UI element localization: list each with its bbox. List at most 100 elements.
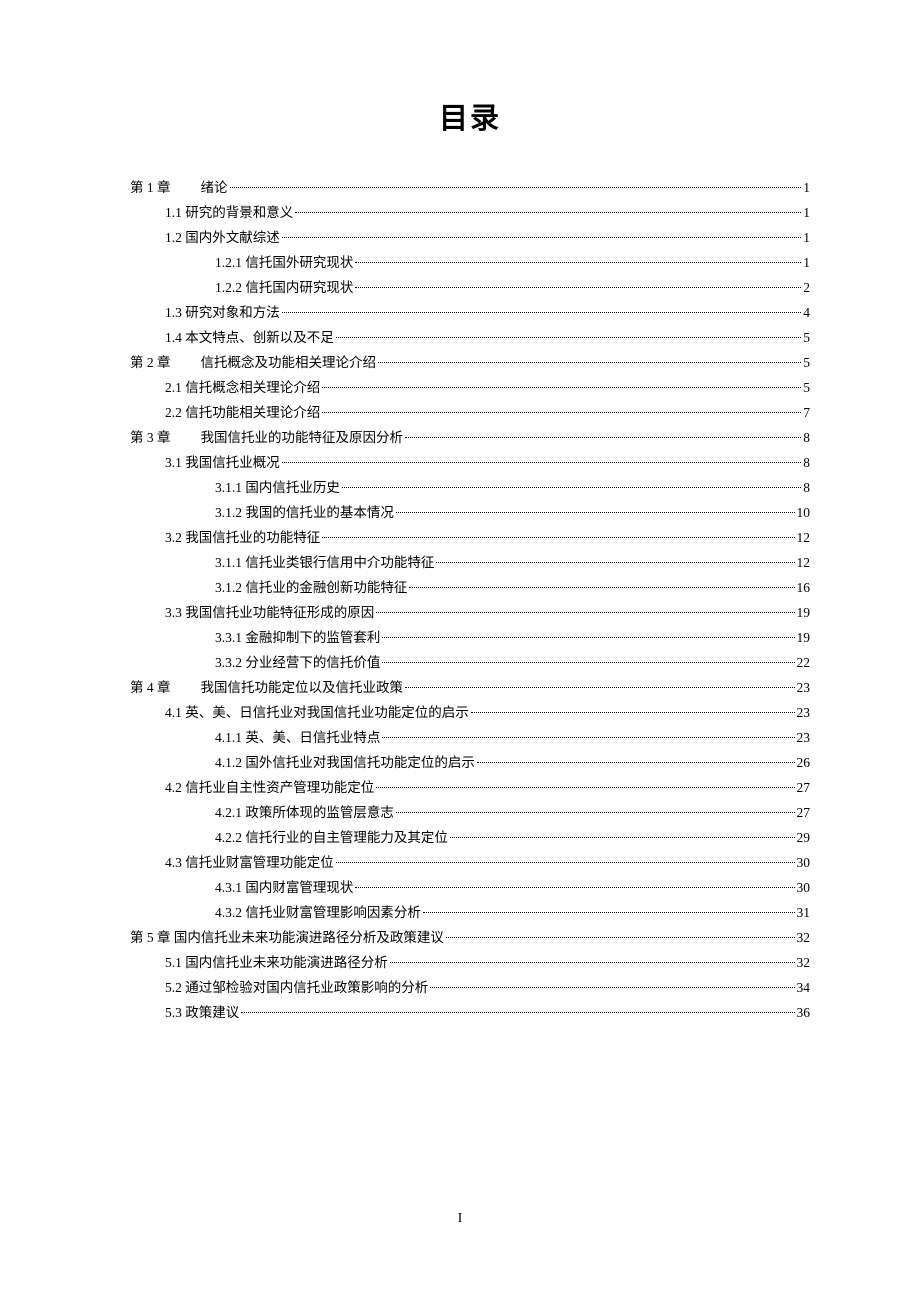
toc-entry-page: 23 — [797, 725, 811, 750]
toc-leader-dots — [390, 962, 795, 963]
toc-entry: 4.1.2 国外信托业对我国信托功能定位的启示26 — [130, 750, 810, 775]
toc-entry: 5.1 国内信托业未来功能演进路径分析32 — [130, 950, 810, 975]
toc-entry-label: 3.1.1 信托业类银行信用中介功能特征 — [215, 550, 434, 575]
toc-leader-dots — [322, 537, 794, 538]
toc-entry-label: 4.3.2 信托业财富管理影响因素分析 — [215, 900, 421, 925]
toc-entry-label: 1.1 研究的背景和意义 — [165, 200, 293, 225]
toc-leader-dots — [450, 837, 795, 838]
toc-entry-page: 10 — [797, 500, 811, 525]
toc-leader-dots — [295, 212, 801, 213]
toc-entry: 3.1.1 国内信托业历史8 — [130, 475, 810, 500]
toc-entry-label: 1.4 本文特点、创新以及不足 — [165, 325, 334, 350]
toc-entry-page: 34 — [797, 975, 811, 1000]
toc-entry: 4.3.2 信托业财富管理影响因素分析 31 — [130, 900, 810, 925]
toc-entry: 4.2 信托业自主性资产管理功能定位 27 — [130, 775, 810, 800]
toc-leader-dots — [336, 862, 795, 863]
toc-leader-dots — [282, 312, 802, 313]
toc-entry-label: 第 3 章我国信托业的功能特征及原因分析 — [130, 425, 403, 450]
toc-entry-label: 1.2 国内外文献综述 — [165, 225, 280, 250]
toc-leader-dots — [423, 912, 795, 913]
toc-entry: 4.2.2 信托行业的自主管理能力及其定位29 — [130, 825, 810, 850]
toc-entry-page: 19 — [797, 600, 811, 625]
toc-entry: 3.3 我国信托业功能特征形成的原因19 — [130, 600, 810, 625]
toc-entry: 3.3.2 分业经营下的信托价值 22 — [130, 650, 810, 675]
toc-leader-dots — [355, 262, 801, 263]
toc-entry: 1.2.1 信托国外研究现状 1 — [130, 250, 810, 275]
toc-entry-label: 1.3 研究对象和方法 — [165, 300, 280, 325]
toc-entry-page: 30 — [797, 850, 811, 875]
toc-entry-page: 23 — [797, 675, 811, 700]
toc-leader-dots — [405, 437, 801, 438]
toc-entry-label: 5.3 政策建议 — [165, 1000, 239, 1025]
toc-entry: 1.4 本文特点、创新以及不足 5 — [130, 325, 810, 350]
toc-entry: 2.1 信托概念相关理论介绍5 — [130, 375, 810, 400]
toc-entry: 第 4 章我国信托功能定位以及信托业政策23 — [130, 675, 810, 700]
toc-leader-dots — [376, 612, 794, 613]
toc-entry-page: 1 — [803, 200, 810, 225]
toc-leader-dots — [446, 937, 795, 938]
toc-entry-label: 4.2.1 政策所体现的监管层意志 — [215, 800, 394, 825]
toc-entry-page: 8 — [803, 475, 810, 500]
toc-entry-page: 8 — [803, 450, 810, 475]
toc-entry-page: 1 — [803, 175, 810, 200]
toc-entry-label: 4.1.1 英、美、日信托业特点 — [215, 725, 380, 750]
toc-entry-page: 2 — [803, 275, 810, 300]
toc-leader-dots — [376, 787, 794, 788]
toc-entry-page: 31 — [797, 900, 811, 925]
toc-entry-page: 16 — [797, 575, 811, 600]
toc-entry-label: 3.1 我国信托业概况 — [165, 450, 280, 475]
toc-entry: 1.2 国内外文献综述1 — [130, 225, 810, 250]
toc-leader-dots — [430, 987, 794, 988]
toc-entry-label: 4.2 信托业自主性资产管理功能定位 — [165, 775, 374, 800]
toc-entry-page: 32 — [797, 925, 811, 950]
toc-entry: 第 3 章我国信托业的功能特征及原因分析 8 — [130, 425, 810, 450]
toc-entry-label: 3.3.2 分业经营下的信托价值 — [215, 650, 380, 675]
toc-leader-dots — [409, 587, 794, 588]
toc-entry-page: 22 — [797, 650, 811, 675]
toc-entry-page: 5 — [803, 350, 810, 375]
toc-entry-label: 第 1 章绪论 — [130, 175, 228, 200]
toc-entry-label: 4.3.1 国内财富管理现状 — [215, 875, 353, 900]
toc-container: 第 1 章绪论11.1 研究的背景和意义11.2 国内外文献综述11.2.1 信… — [130, 175, 810, 1025]
toc-leader-dots — [382, 662, 794, 663]
toc-leader-dots — [378, 362, 801, 363]
toc-entry: 第 2 章信托概念及功能相关理论介绍5 — [130, 350, 810, 375]
toc-leader-dots — [342, 487, 801, 488]
toc-leader-dots — [396, 512, 795, 513]
toc-leader-dots — [396, 812, 795, 813]
toc-entry: 第 1 章绪论 1 — [130, 175, 810, 200]
toc-leader-dots — [322, 387, 801, 388]
toc-entry-page: 29 — [797, 825, 811, 850]
toc-entry-page: 27 — [797, 775, 811, 800]
toc-entry: 4.1.1 英、美、日信托业特点 23 — [130, 725, 810, 750]
toc-entry-page: 1 — [803, 250, 810, 275]
toc-leader-dots — [382, 737, 794, 738]
toc-entry: 1.2.2 信托国内研究现状2 — [130, 275, 810, 300]
toc-entry-page: 26 — [797, 750, 811, 775]
toc-entry: 3.3.1 金融抑制下的监管套利19 — [130, 625, 810, 650]
toc-leader-dots — [241, 1012, 794, 1013]
toc-entry: 1.3 研究对象和方法 4 — [130, 300, 810, 325]
toc-title: 目录 — [130, 95, 810, 137]
toc-entry: 4.2.1 政策所体现的监管层意志27 — [130, 800, 810, 825]
toc-entry-page: 5 — [803, 325, 810, 350]
toc-leader-dots — [336, 337, 802, 338]
toc-entry: 5.3 政策建议 36 — [130, 1000, 810, 1025]
page-number: I — [0, 1211, 920, 1227]
toc-entry-page: 23 — [797, 700, 811, 725]
toc-entry-page: 36 — [797, 1000, 811, 1025]
toc-entry-label: 1.2.1 信托国外研究现状 — [215, 250, 353, 275]
toc-entry: 3.1.1 信托业类银行信用中介功能特征12 — [130, 550, 810, 575]
toc-leader-dots — [471, 712, 795, 713]
toc-entry-label: 3.3.1 金融抑制下的监管套利 — [215, 625, 380, 650]
toc-entry-label: 2.1 信托概念相关理论介绍 — [165, 375, 320, 400]
toc-entry: 3.1 我国信托业概况 8 — [130, 450, 810, 475]
toc-entry: 3.2 我国信托业的功能特征12 — [130, 525, 810, 550]
toc-entry-page: 8 — [803, 425, 810, 450]
toc-entry-label: 5.2 通过邹检验对国内信托业政策影响的分析 — [165, 975, 428, 1000]
toc-entry-page: 4 — [803, 300, 810, 325]
toc-entry-page: 30 — [797, 875, 811, 900]
toc-entry-label: 3.1.2 我国的信托业的基本情况 — [215, 500, 394, 525]
toc-leader-dots — [282, 237, 802, 238]
toc-entry: 3.1.2 信托业的金融创新功能特征16 — [130, 575, 810, 600]
